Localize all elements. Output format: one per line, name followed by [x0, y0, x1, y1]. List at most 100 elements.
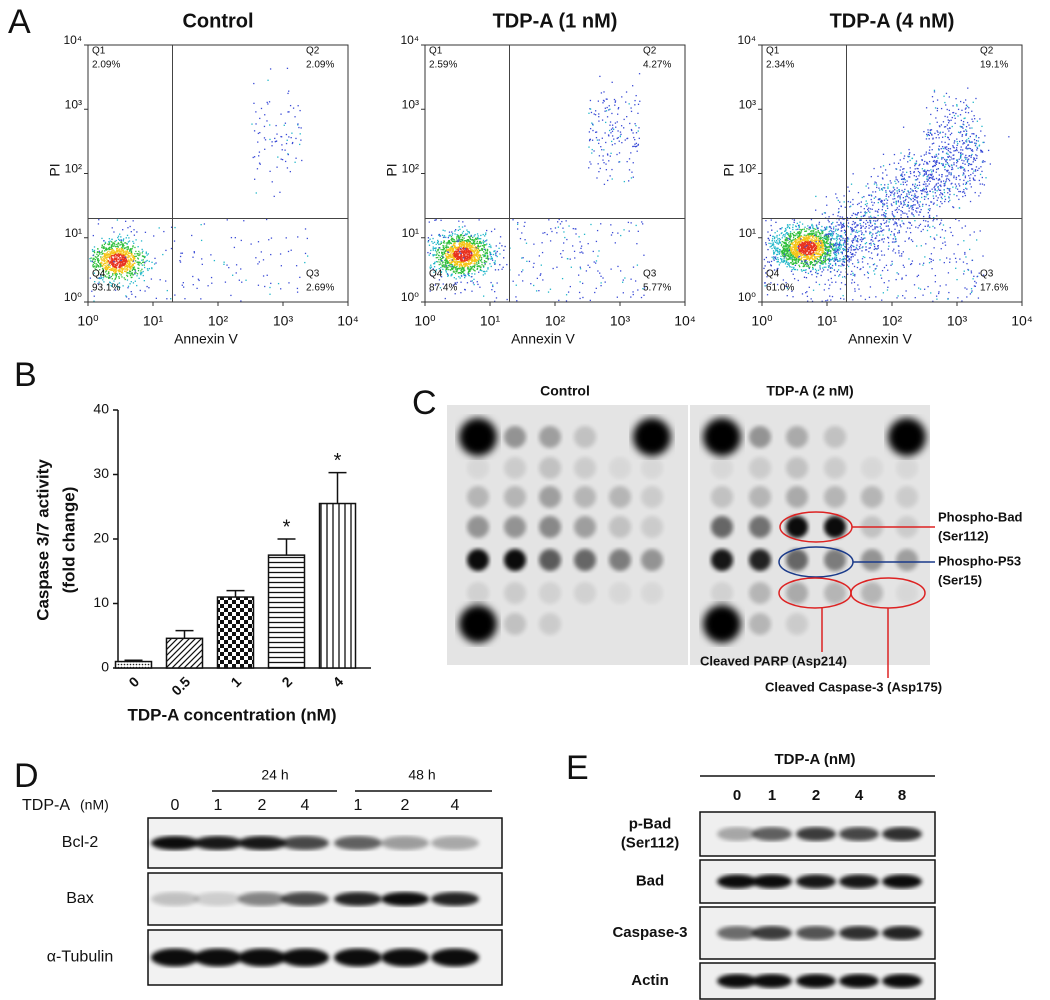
event-dot — [611, 234, 612, 235]
event-dot — [975, 98, 976, 99]
event-dot — [476, 247, 477, 248]
event-dot — [473, 266, 474, 267]
event-dot — [512, 219, 513, 220]
event-dot — [440, 249, 441, 250]
event-dot — [460, 282, 461, 283]
event-dot — [489, 244, 490, 245]
event-dot — [633, 137, 634, 138]
quadrant-name: Q2 — [643, 46, 657, 57]
event-dot — [899, 191, 900, 192]
event-dot — [919, 174, 920, 175]
event-dot — [445, 253, 446, 254]
event-dot — [299, 277, 300, 278]
event-dot — [956, 105, 957, 106]
event-dot — [135, 260, 136, 261]
event-dot — [807, 233, 808, 234]
event-dot — [559, 219, 560, 220]
event-dot — [201, 224, 202, 225]
event-dot — [478, 248, 479, 249]
event-dot — [104, 256, 105, 257]
event-dot — [623, 127, 624, 128]
event-dot — [453, 257, 454, 258]
event-dot — [940, 190, 941, 191]
event-dot — [950, 134, 951, 135]
event-dot — [902, 213, 903, 214]
event-dot — [978, 137, 979, 138]
event-dot — [767, 249, 768, 250]
event-dot — [467, 253, 468, 254]
event-dot — [942, 229, 943, 230]
event-dot — [915, 183, 916, 184]
x-axis-label: Annexin V — [174, 331, 238, 347]
event-dot — [802, 243, 803, 244]
event-dot — [191, 235, 192, 236]
event-dot — [594, 113, 595, 114]
event-dot — [290, 105, 291, 106]
event-dot — [925, 196, 926, 197]
event-dot — [815, 244, 816, 245]
event-dot — [486, 253, 487, 254]
event-dot — [838, 219, 839, 220]
event-dot — [464, 260, 465, 261]
event-dot — [113, 269, 114, 270]
event-dot — [608, 160, 609, 161]
event-dot — [832, 249, 833, 250]
event-dot — [807, 225, 808, 226]
event-dot — [937, 130, 938, 131]
quadrant-name: Q3 — [306, 269, 320, 280]
event-dot — [949, 190, 950, 191]
event-dot — [582, 252, 583, 253]
event-dot — [282, 159, 283, 160]
event-dot — [149, 261, 150, 262]
event-dot — [463, 261, 464, 262]
event-dot — [301, 160, 302, 161]
event-dot — [794, 255, 795, 256]
event-dot — [876, 235, 877, 236]
event-dot — [617, 232, 618, 233]
event-dot — [179, 260, 180, 261]
event-dot — [815, 231, 816, 232]
event-dot — [864, 208, 865, 209]
event-dot — [125, 251, 126, 252]
event-dot — [574, 251, 575, 252]
event-dot — [870, 216, 871, 217]
event-dot — [880, 228, 881, 229]
event-dot — [110, 262, 111, 263]
event-dot — [607, 180, 608, 181]
event-dot — [97, 260, 98, 261]
event-dot — [104, 258, 105, 259]
event-dot — [433, 249, 434, 250]
event-dot — [472, 280, 473, 281]
event-dot — [127, 257, 128, 258]
event-dot — [478, 255, 479, 256]
event-dot — [255, 123, 256, 124]
event-dot — [259, 132, 260, 133]
event-dot — [108, 256, 109, 257]
event-dot — [864, 228, 865, 229]
event-dot — [108, 273, 109, 274]
event-dot — [893, 202, 894, 203]
event-dot — [639, 73, 640, 74]
event-dot — [517, 222, 518, 223]
event-dot — [793, 259, 794, 260]
event-dot — [294, 116, 295, 117]
event-dot — [787, 232, 788, 233]
event-dot — [887, 188, 888, 189]
event-dot — [833, 226, 834, 227]
event-dot — [842, 240, 843, 241]
event-dot — [928, 209, 929, 210]
event-dot — [470, 257, 471, 258]
event-dot — [457, 251, 458, 252]
event-dot — [264, 114, 265, 115]
event-dot — [520, 238, 521, 239]
event-dot — [977, 121, 978, 122]
event-dot — [453, 271, 454, 272]
event-dot — [476, 259, 477, 260]
event-dot — [804, 242, 805, 243]
event-dot — [778, 243, 779, 244]
event-dot — [97, 264, 98, 265]
event-dot — [574, 257, 575, 258]
event-dot — [297, 288, 298, 289]
event-dot — [615, 102, 616, 103]
event-dot — [777, 257, 778, 258]
